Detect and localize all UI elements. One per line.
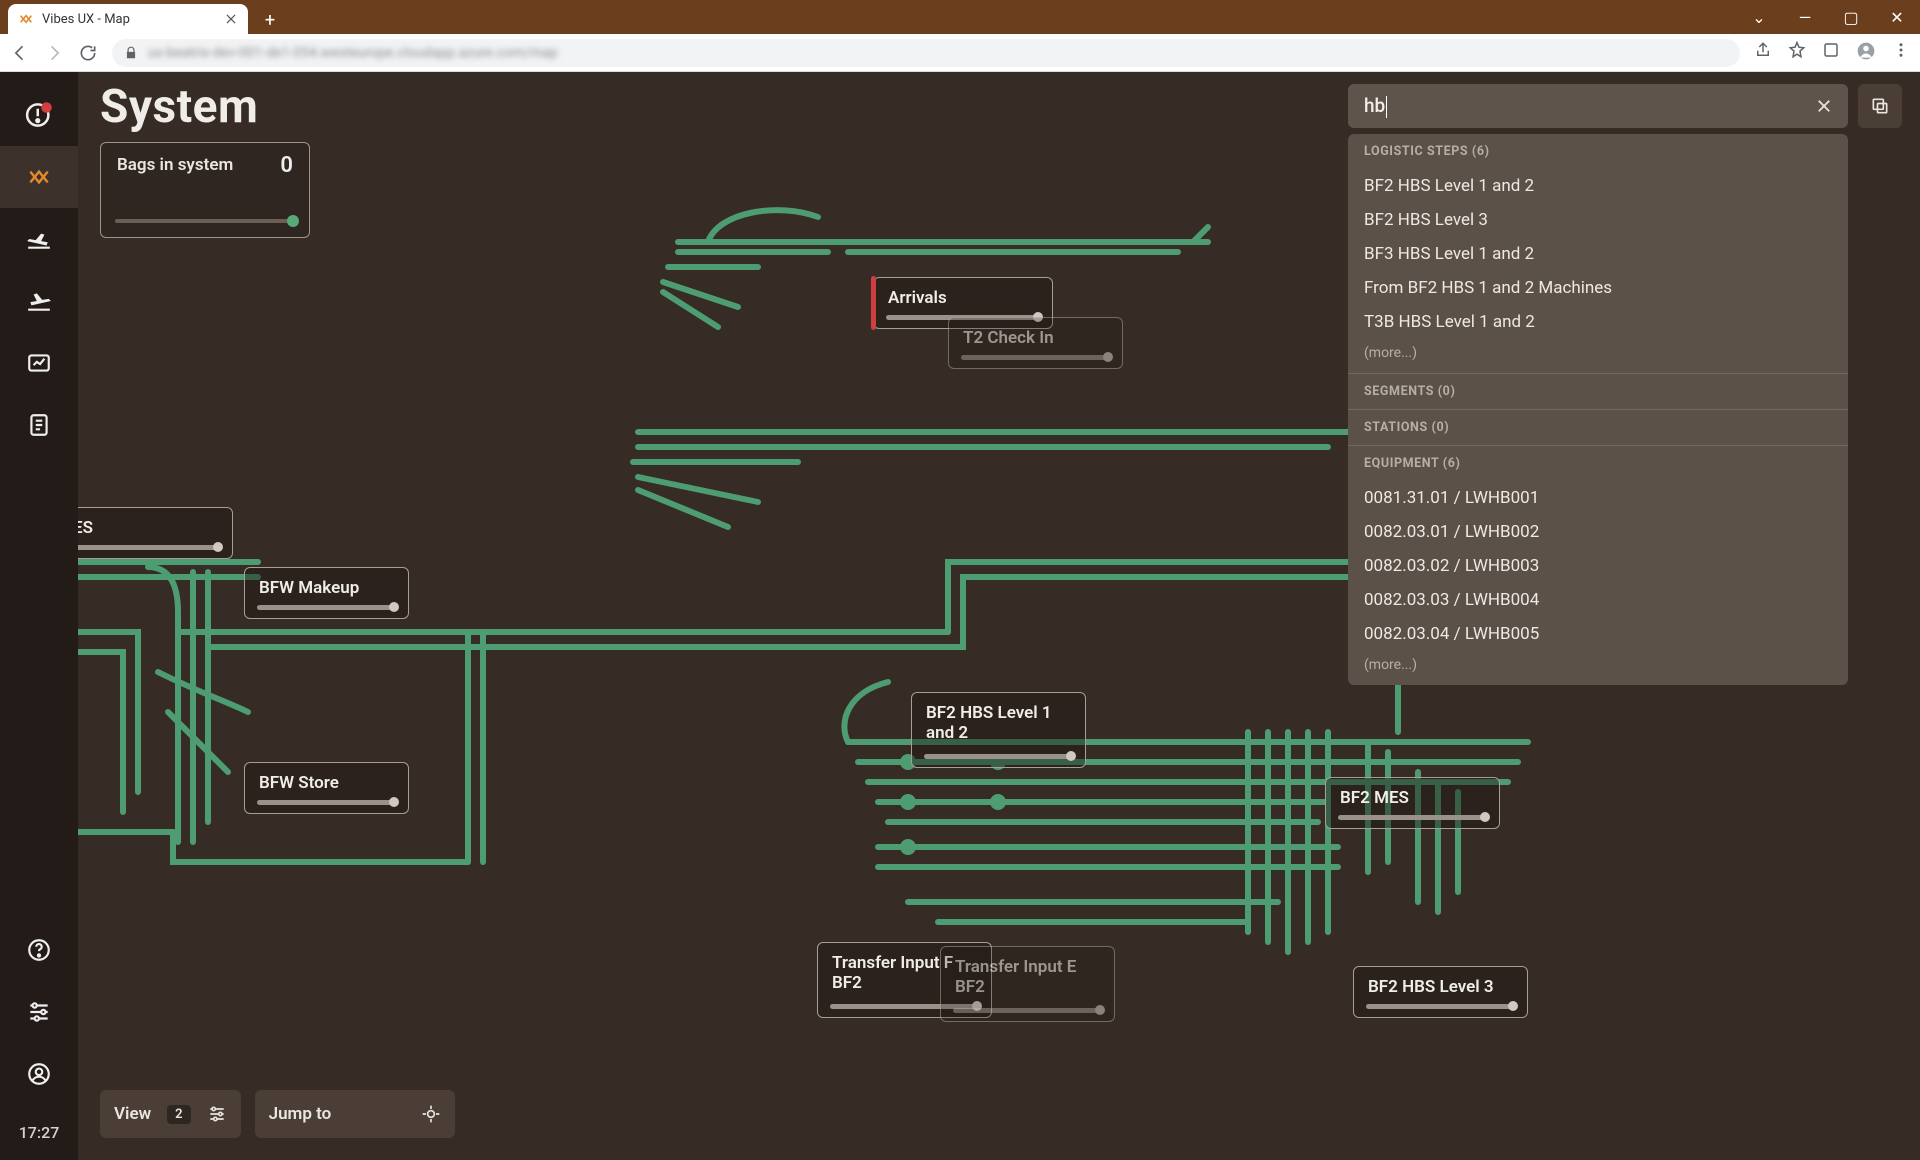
search-clear-button[interactable] [1810, 92, 1838, 120]
results-item[interactable]: 0082.03.04 / LWHB005 [1348, 617, 1848, 651]
bags-in-system-card[interactable]: Bags in system 0 [100, 142, 310, 238]
search-box[interactable]: hb [1348, 84, 1848, 128]
bags-progress [115, 219, 295, 223]
profile-icon[interactable] [1856, 41, 1876, 65]
menu-icon[interactable] [1892, 41, 1910, 65]
lock-icon [124, 46, 138, 60]
reload-button[interactable] [78, 43, 98, 63]
map-node-label: ES [78, 518, 218, 538]
map-node-bf2_mes[interactable]: BF2 MES [1325, 777, 1500, 829]
results-item[interactable]: 0082.03.03 / LWHB004 [1348, 583, 1848, 617]
jump-label: Jump to [269, 1104, 332, 1124]
left-rail: 17:27 [0, 72, 78, 1160]
rail-item-arrivals[interactable] [0, 270, 78, 332]
map-node-label: BFW Makeup [259, 578, 394, 598]
view-label: View [114, 1104, 151, 1124]
map-node-progress [953, 1008, 1102, 1013]
bookmark-icon[interactable] [1788, 41, 1806, 65]
map-node-es[interactable]: ES [78, 507, 233, 559]
map-node-label: BF2 MES [1340, 788, 1485, 808]
map-node-progress [961, 355, 1110, 360]
rail-item-departures[interactable] [0, 208, 78, 270]
bags-value: 0 [280, 153, 293, 178]
tab-close-icon[interactable] [224, 12, 238, 26]
map-node-bfw_store[interactable]: BFW Store [244, 762, 409, 814]
rail-item-help[interactable] [0, 919, 78, 981]
forward-button[interactable] [44, 43, 64, 63]
results-item[interactable]: BF2 HBS Level 3 [1348, 203, 1848, 237]
map-node-label: BF2 HBS Level 3 [1368, 977, 1513, 997]
map-node-bf2_hbs12[interactable]: BF2 HBS Level 1 and 2 [911, 692, 1086, 768]
map-node-bfw_makeup[interactable]: BFW Makeup [244, 567, 409, 619]
results-item[interactable]: 0081.31.01 / LWHB001 [1348, 481, 1848, 515]
map-canvas[interactable]: System Bags in system 0 [78, 72, 1920, 1160]
search-input[interactable]: hb [1364, 94, 1810, 118]
browser-tab[interactable]: Vibes UX - Map [8, 4, 248, 34]
map-node-label: BF2 HBS Level 1 and 2 [926, 703, 1071, 743]
map-node-progress [1366, 1004, 1515, 1009]
rail-item-settings[interactable] [0, 981, 78, 1043]
view-button[interactable]: View 2 [100, 1090, 241, 1138]
map-node-progress [257, 605, 396, 610]
map-node-label: T2 Check In [963, 328, 1108, 348]
results-item[interactable]: T3B HBS Level 1 and 2 [1348, 305, 1848, 339]
window-dropdown-button[interactable]: ⌄ [1736, 0, 1782, 34]
share-icon[interactable] [1754, 41, 1772, 65]
back-button[interactable] [10, 43, 30, 63]
results-section-header: STATIONS (0) [1348, 409, 1848, 445]
map-node-label: Transfer Input E BF2 [955, 957, 1100, 997]
new-tab-button[interactable]: + [256, 6, 284, 34]
results-item[interactable]: BF2 HBS Level 1 and 2 [1348, 169, 1848, 203]
map-node-label: BFW Store [259, 773, 394, 793]
window-controls: ⌄ — ▢ ✕ [1736, 0, 1920, 34]
jump-to-button[interactable]: Jump to [255, 1090, 455, 1138]
rail-item-map[interactable] [0, 146, 78, 208]
rail-clock: 17:27 [19, 1105, 60, 1160]
bags-label: Bags in system [117, 155, 293, 175]
map-node-progress [924, 754, 1073, 759]
popout-button[interactable] [1858, 84, 1902, 128]
map-node-progress [1338, 815, 1487, 820]
rail-item-account[interactable] [0, 1043, 78, 1105]
map-node-label: Arrivals [888, 288, 1038, 308]
view-badge: 2 [167, 1105, 190, 1124]
sliders-icon [207, 1104, 227, 1124]
results-item[interactable]: BF3 HBS Level 1 and 2 [1348, 237, 1848, 271]
results-item[interactable]: From BF2 HBS 1 and 2 Machines [1348, 271, 1848, 305]
search-area: hb [1348, 84, 1902, 128]
window-maximize-button[interactable]: ▢ [1828, 0, 1874, 34]
rail-item-alerts[interactable] [0, 84, 78, 146]
results-more[interactable]: (more...) [1348, 651, 1848, 685]
favicon-icon [18, 11, 34, 27]
window-close-button[interactable]: ✕ [1874, 0, 1920, 34]
results-section-header: EQUIPMENT (6) [1348, 445, 1848, 481]
map-node-progress [78, 545, 220, 550]
results-item[interactable]: 0082.03.01 / LWHB002 [1348, 515, 1848, 549]
results-section-header: LOGISTIC STEPS (6) [1348, 134, 1848, 169]
rail-item-analytics[interactable] [0, 332, 78, 394]
locate-icon [421, 1104, 441, 1124]
url-text: ux-beatrix-dev-001-de1-054.westeurope.cl… [148, 45, 558, 61]
browser-addressbar: ux-beatrix-dev-001-de1-054.westeurope.cl… [0, 34, 1920, 72]
tab-title: Vibes UX - Map [42, 12, 216, 27]
extensions-icon[interactable] [1822, 41, 1840, 65]
app-root: 17:27 System Bags in system 0 [0, 72, 1920, 1160]
rail-item-reports[interactable] [0, 394, 78, 456]
url-field[interactable]: ux-beatrix-dev-001-de1-054.westeurope.cl… [112, 39, 1740, 67]
window-minimize-button[interactable]: — [1782, 0, 1828, 34]
results-more[interactable]: (more...) [1348, 339, 1848, 373]
map-node-bf2_hbs3[interactable]: BF2 HBS Level 3 [1353, 966, 1528, 1018]
browser-tabbar: Vibes UX - Map + ⌄ — ▢ ✕ [0, 0, 1920, 34]
results-item[interactable]: 0082.03.02 / LWHB003 [1348, 549, 1848, 583]
map-node-progress [257, 800, 396, 805]
map-node-tie_bf2[interactable]: Transfer Input E BF2 [940, 946, 1115, 1022]
page-title: System [100, 80, 258, 134]
browser-action-icons [1754, 41, 1910, 65]
results-section-header: SEGMENTS (0) [1348, 373, 1848, 409]
search-results-panel: LOGISTIC STEPS (6)BF2 HBS Level 1 and 2B… [1348, 134, 1848, 685]
bottom-controls: View 2 Jump to [100, 1090, 455, 1138]
map-node-t2[interactable]: T2 Check In [948, 317, 1123, 369]
